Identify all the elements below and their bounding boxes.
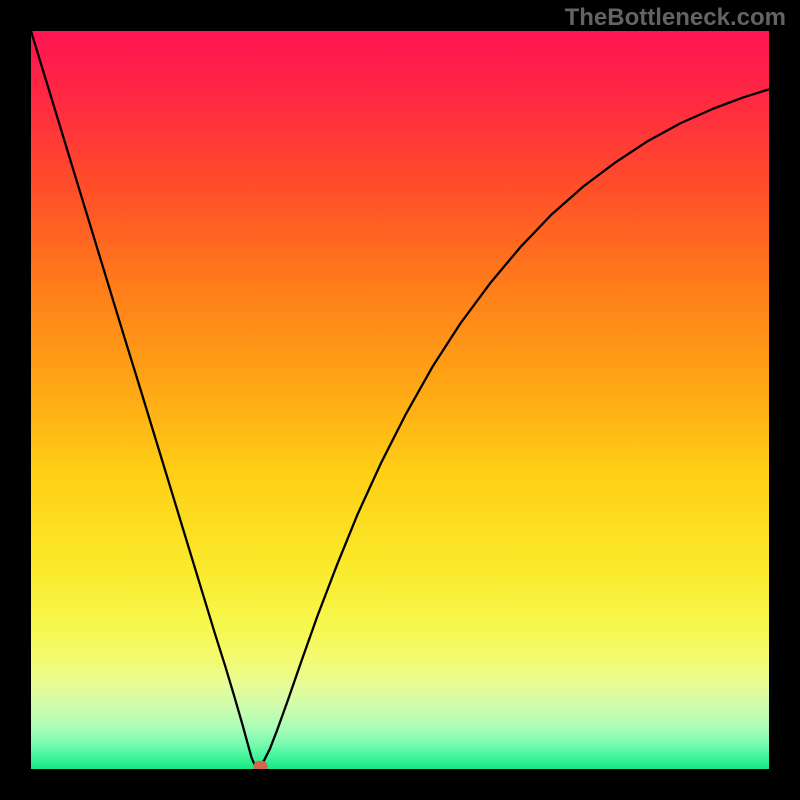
plot-area-background xyxy=(31,31,769,769)
notch-marker xyxy=(254,761,268,772)
chart-svg xyxy=(0,0,800,800)
figure-root: TheBottleneck.com xyxy=(0,0,800,800)
